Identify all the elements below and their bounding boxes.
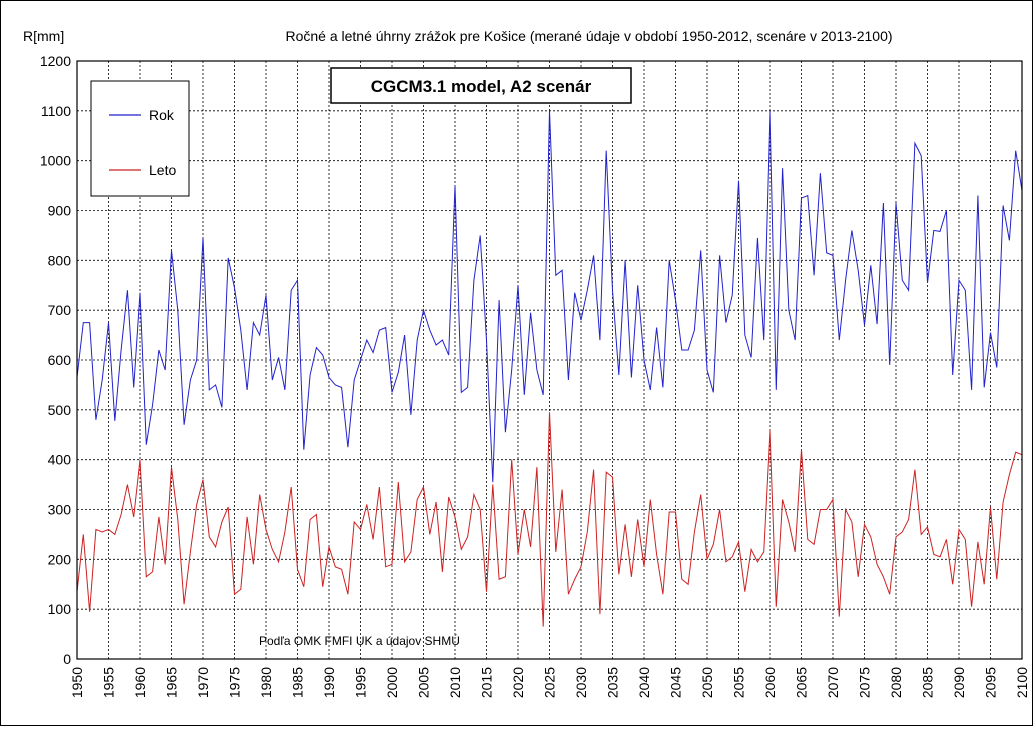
y-tick-label: 700 xyxy=(48,302,72,318)
model-box xyxy=(330,67,632,104)
y-tick-label: 0 xyxy=(63,651,71,667)
x-tick-label: 1970 xyxy=(195,667,211,698)
y-tick-label: 500 xyxy=(48,402,72,418)
y-tick-label: 600 xyxy=(48,352,72,368)
x-tick-label: 1980 xyxy=(258,667,274,698)
y-tick-label: 800 xyxy=(48,252,72,268)
x-tick-label: 2010 xyxy=(447,667,463,698)
x-tick-label: 2015 xyxy=(479,667,495,698)
x-tick-label: 2060 xyxy=(762,667,778,698)
legend-box xyxy=(90,80,190,197)
x-tick-label: 2080 xyxy=(888,667,904,698)
plot-border xyxy=(76,60,1023,660)
x-tick-label: 2045 xyxy=(668,667,684,698)
y-tick-label: 1000 xyxy=(40,153,71,169)
legend: Rok Leto xyxy=(90,80,190,197)
x-tick-label: 1965 xyxy=(164,667,180,698)
y-tick-label: 100 xyxy=(48,601,72,617)
x-tick-label: 2030 xyxy=(573,667,589,698)
y-tick-label: 400 xyxy=(48,452,72,468)
x-tick-label: 2000 xyxy=(384,667,400,698)
series-line-rok xyxy=(76,110,1023,483)
x-tick-label: 2055 xyxy=(731,667,747,698)
x-tick-label: 2050 xyxy=(699,667,715,698)
y-tick-label: 200 xyxy=(48,551,72,567)
x-tick-label: 2065 xyxy=(794,667,810,698)
axes: 0 100 200 300 400 500 600 700 800 900 1000 1100 1200… xyxy=(40,53,1030,698)
x-tick-label: 2005 xyxy=(416,667,432,698)
x-tick-label: 2025 xyxy=(542,667,558,698)
y-tick-label: 1100 xyxy=(41,103,71,119)
x-tick-label: 2085 xyxy=(920,667,936,698)
x-tick-label: 1960 xyxy=(132,667,148,698)
legend-label-rok: Rok xyxy=(149,107,175,123)
x-tick-label: 2095 xyxy=(983,667,999,698)
x-tick-label: 2070 xyxy=(825,667,841,698)
model-box-label: CGCM3.1 model, A2 scenár xyxy=(371,77,592,96)
chart-title: Ročné a letné úhrny zrážok pre Košice (m… xyxy=(285,28,892,44)
x-tick-label: 2040 xyxy=(636,667,652,698)
grid xyxy=(77,61,1022,659)
y-tick-label: 300 xyxy=(48,502,72,518)
y-tick-label: 900 xyxy=(48,203,72,219)
x-tick-label: 1955 xyxy=(101,667,117,698)
x-tick-label: 1985 xyxy=(290,667,306,698)
x-tick-label: 2090 xyxy=(951,667,967,698)
x-tick-label: 1995 xyxy=(353,667,369,698)
x-tick-label: 2075 xyxy=(857,667,873,698)
x-tick-label: 2035 xyxy=(605,667,621,698)
legend-label-leto: Leto xyxy=(149,162,176,178)
source-note: Podľa OMK FMFI UK a údajov SHMÚ xyxy=(259,633,460,648)
x-tick-label: 2100 xyxy=(1014,667,1030,698)
x-tick-label: 2020 xyxy=(510,667,526,698)
x-tick-label: 1950 xyxy=(69,667,85,698)
y-tick-label: 1200 xyxy=(40,53,71,69)
x-tick-label: 1990 xyxy=(321,667,337,698)
y-axis-label: R[mm] xyxy=(23,28,64,44)
series-layer xyxy=(76,110,1023,627)
series-line-leto xyxy=(76,412,1023,627)
x-tick-label: 1975 xyxy=(227,667,243,698)
